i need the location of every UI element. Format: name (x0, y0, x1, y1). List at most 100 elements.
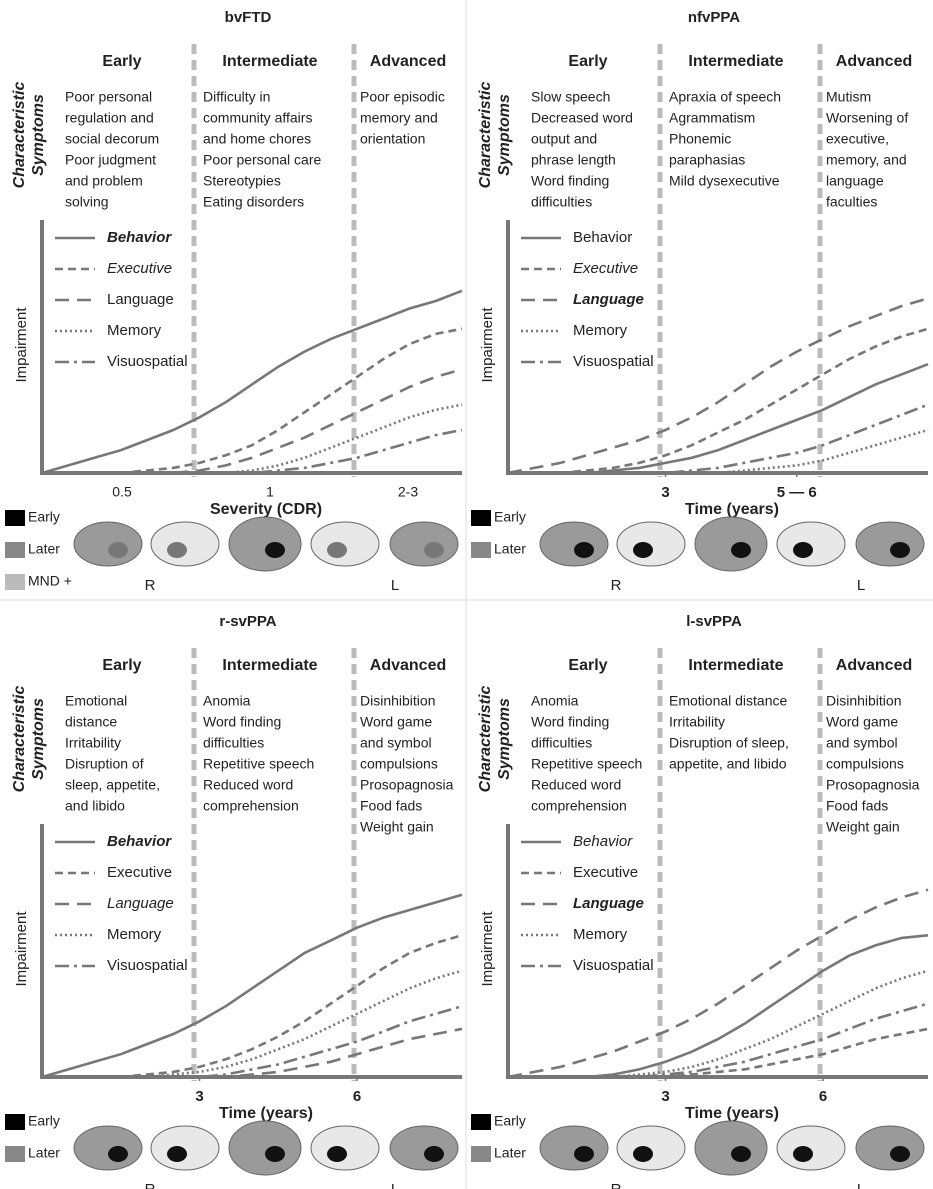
brain-image (617, 522, 685, 566)
symptom: Poor personal (65, 89, 152, 105)
brain-region (633, 1146, 653, 1162)
series-line (42, 971, 462, 1077)
side-label: R (611, 577, 622, 594)
x-axis-label: Time (years) (685, 1105, 779, 1122)
symptom: sleep, appetite, (65, 777, 160, 793)
brain-legend-label: Later (28, 541, 60, 557)
symptom: Emotional distance (669, 693, 788, 709)
panel: r-svPPAEarlyIntermediateAdvancedEmotiona… (5, 613, 462, 1189)
symptom: Disinhibition (360, 693, 435, 709)
brain-region (633, 542, 653, 558)
brain-region (167, 1146, 187, 1162)
side-label: L (391, 577, 399, 594)
brain-region (108, 542, 128, 558)
symptom: Poor personal care (203, 152, 322, 168)
symptom: comprehension (531, 798, 627, 814)
brain-image (540, 1126, 608, 1170)
symptom: memory, and (826, 152, 907, 168)
brain-legend-swatch (471, 1114, 491, 1130)
side-label: R (145, 577, 156, 594)
symptom: Difficulty in (203, 89, 270, 105)
brain-legend-swatch (5, 574, 25, 590)
symptom: regulation and (65, 110, 154, 126)
symptom: and symbol (826, 735, 898, 751)
symptom: Poor episodic (360, 89, 445, 105)
legend-label: Memory (573, 322, 628, 339)
brain-legend-swatch (5, 1146, 25, 1162)
brain-legend-label: Early (28, 1113, 60, 1129)
stage-header: Intermediate (688, 53, 783, 70)
series-line (508, 405, 928, 473)
symptom: Weight gain (360, 819, 434, 835)
series-line (42, 329, 462, 473)
row-label: Symptoms (496, 698, 513, 780)
series-line (42, 935, 462, 1077)
brain-legend-swatch (471, 510, 491, 526)
row-label: Symptoms (496, 94, 513, 176)
symptom: community affairs (203, 110, 312, 126)
symptom: executive, (826, 131, 889, 147)
x-category-label: 2-3 (398, 484, 418, 500)
symptom: Disruption of (65, 756, 144, 772)
brain-region (793, 1146, 813, 1162)
symptom: Decreased word (531, 110, 633, 126)
symptom: distance (65, 714, 117, 730)
brain-legend-swatch (471, 542, 491, 558)
side-label: R (145, 1181, 156, 1189)
symptom: Disruption of sleep, (669, 735, 789, 751)
side-label: L (857, 1181, 865, 1189)
stage-header: Early (568, 53, 607, 70)
brain-region (731, 1146, 751, 1162)
stage-header: Early (102, 53, 141, 70)
axes (508, 220, 928, 473)
symptom: solving (65, 194, 109, 210)
legend-label: Behavior (107, 229, 172, 246)
legend-label: Language (573, 895, 644, 912)
stage-header: Advanced (836, 657, 912, 674)
symptom: Word game (826, 714, 898, 730)
symptom: Word finding (531, 173, 609, 189)
brain-region (424, 542, 444, 558)
symptom: compulsions (826, 756, 904, 772)
brain-legend-swatch (471, 1146, 491, 1162)
brain-image (311, 522, 379, 566)
symptom: difficulties (531, 194, 592, 210)
symptom: Slow speech (531, 89, 610, 105)
symptom: Reduced word (203, 777, 293, 793)
brain-legend-label: Early (494, 509, 526, 525)
brain-region (327, 542, 347, 558)
row-label: Symptoms (30, 94, 47, 176)
symptom: Disinhibition (826, 693, 901, 709)
symptom: Mutism (826, 89, 871, 105)
brain-image (74, 1126, 142, 1170)
symptom: Reduced word (531, 777, 621, 793)
brain-legend-label: MND + (28, 573, 72, 589)
brain-image (229, 1121, 301, 1175)
row-label: Symptoms (30, 698, 47, 780)
symptom: Word game (360, 714, 432, 730)
panel: nfvPPAEarlyIntermediateAdvancedSlow spee… (471, 9, 928, 594)
x-tick-label: 3 (661, 1088, 669, 1105)
legend-label: Memory (107, 322, 162, 339)
side-label: L (391, 1181, 399, 1189)
x-category-label: 0.5 (112, 484, 132, 500)
legend-label: Language (573, 291, 644, 308)
symptom: Word finding (203, 714, 281, 730)
symptom: compulsions (360, 756, 438, 772)
row-label: Characteristic (11, 82, 28, 189)
symptom: Mild dysexecutive (669, 173, 780, 189)
symptom: Phonemic (669, 131, 731, 147)
symptom: and symbol (360, 735, 432, 751)
stage-header: Advanced (836, 53, 912, 70)
symptom: Emotional (65, 693, 127, 709)
symptom: difficulties (531, 735, 592, 751)
symptom: comprehension (203, 798, 299, 814)
brain-legend-swatch (5, 542, 25, 558)
symptom: Word finding (531, 714, 609, 730)
symptom: Anomia (531, 693, 579, 709)
panel-title: l-svPPA (686, 613, 742, 630)
symptom: Eating disorders (203, 194, 304, 210)
symptom: social decorum (65, 131, 159, 147)
symptom: output and (531, 131, 597, 147)
legend-label: Behavior (573, 229, 632, 246)
